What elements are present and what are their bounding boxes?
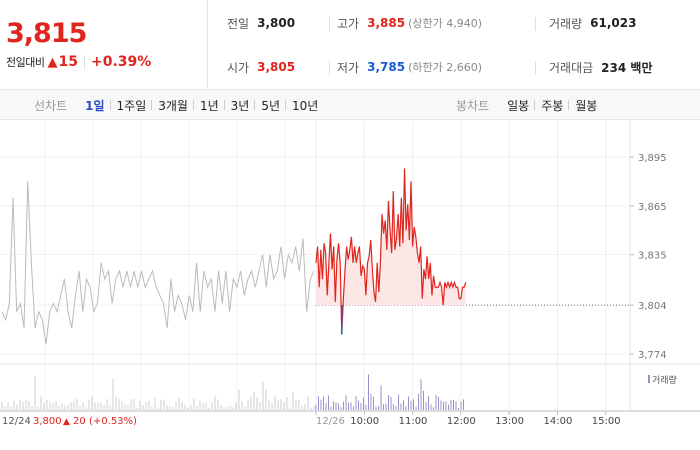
stat-prev-close: 전일 3,800 <box>227 13 295 33</box>
stat-high: 고가 3,885 (상한가 4,940) <box>337 13 482 33</box>
candle-chart-tabs: 봉차트 일봉 주봉 월봉 <box>456 90 603 120</box>
prev-day-price: 3,800 <box>33 416 62 427</box>
x-tick-label: 12:00 <box>447 416 476 427</box>
volume-legend: 거래량 <box>652 374 677 386</box>
candle-chart-title: 봉차트 <box>456 98 490 113</box>
tab-daily[interactable]: 일봉 <box>507 98 530 113</box>
x-tick-label: 13:00 <box>495 416 524 427</box>
x-tick-label: 10:00 <box>350 416 379 427</box>
stat-sub: (하한가 2,660) <box>408 61 482 74</box>
prev-day-percent: (+0.53%) <box>89 416 137 427</box>
stat-label: 거래량 <box>549 16 583 31</box>
y-tick-label: 3,804 <box>638 301 667 312</box>
y-tick-label: 3,835 <box>638 251 667 262</box>
line-layer <box>1 168 467 345</box>
stock-summary: 3,815 전일대비 ▲ 15 +0.39% 전일 3,800 고가 3,885… <box>0 0 700 90</box>
stat-open: 시가 3,805 <box>227 57 295 77</box>
stat-sub: (상한가 4,940) <box>408 17 482 30</box>
change-label: 전일대비 <box>6 56 45 69</box>
stat-label: 시가 <box>227 60 250 75</box>
stat-label: 고가 <box>337 16 360 31</box>
prev-day-label: 12/24 3,800 ▲ 20 (+0.53%) <box>2 416 137 427</box>
prev-day-change: 20 <box>73 416 86 427</box>
stat-value: 3,805 <box>257 60 296 74</box>
stat-volume: 거래량 61,023 <box>549 13 636 33</box>
chart-svg: 3,895 3,865 3,835 3,804 3,774 12/26 10:00 11:0… <box>0 121 700 427</box>
grid <box>0 121 700 412</box>
stat-trade-amount: 거래대금 234 백만 <box>549 57 652 77</box>
current-price: 3,815 <box>6 18 87 49</box>
change-percent: +0.39% <box>90 54 152 70</box>
volume-bars <box>1 374 464 410</box>
line-chart-title: 선차트 <box>34 98 68 113</box>
stat-low: 저가 3,785 (하한가 2,660) <box>337 57 482 77</box>
stat-value: 3,800 <box>257 16 296 30</box>
change-row: 전일대비 ▲ 15 +0.39% <box>6 54 151 70</box>
divider <box>329 17 330 31</box>
area-fill <box>316 168 466 335</box>
y-tick-label: 3,774 <box>638 350 667 361</box>
tab-weekly[interactable]: 주봉 <box>534 97 569 114</box>
line-chart-tabs: 선차트 1일 1주일 3개월 1년 3년 5년 10년 <box>34 90 324 120</box>
price-chart: 3,895 3,865 3,835 3,804 3,774 12/26 10:00 11:0… <box>0 121 700 450</box>
x-tick-label: 15:00 <box>592 416 621 427</box>
stat-label: 거래대금 <box>549 60 594 75</box>
divider <box>83 55 85 69</box>
stat-label: 전일 <box>227 16 250 31</box>
tab-3m[interactable]: 3개월 <box>151 97 194 114</box>
tab-monthly[interactable]: 월봉 <box>568 97 603 114</box>
volume-legend-swatch <box>648 375 650 383</box>
divider <box>535 17 536 31</box>
y-tick-label: 3,865 <box>638 202 667 213</box>
divider <box>329 61 330 75</box>
tab-10y[interactable]: 10년 <box>285 97 324 114</box>
chart-tabs-bar: 선차트 1일 1주일 3개월 1년 3년 5년 10년 봉차트 일봉 주봉 월봉 <box>0 90 700 120</box>
today-line <box>315 168 467 335</box>
stat-value: 3,885 <box>367 16 406 30</box>
change-value: 15 <box>58 54 78 70</box>
today-fill <box>316 168 466 335</box>
stat-value: 3,785 <box>367 60 406 74</box>
tab-1y[interactable]: 1년 <box>192 97 225 114</box>
price-box: 3,815 전일대비 ▲ 15 +0.39% <box>0 0 208 90</box>
divider <box>535 61 536 75</box>
tab-1w[interactable]: 1주일 <box>109 97 153 114</box>
x-tick-label: 14:00 <box>544 416 573 427</box>
prev-day-arrow-icon: ▲ <box>63 417 70 427</box>
tab-5y[interactable]: 5년 <box>254 97 286 114</box>
prev-day-line <box>1 181 315 345</box>
y-axis: 3,895 3,865 3,835 3,804 3,774 <box>630 153 667 361</box>
y-tick-label: 3,895 <box>638 153 667 164</box>
stat-label: 저가 <box>337 60 360 75</box>
x-tick-label: 12/26 <box>316 416 345 427</box>
prev-day-date: 12/24 <box>2 416 31 427</box>
x-tick-label: 11:00 <box>399 416 428 427</box>
up-arrow-icon: ▲ <box>47 54 58 70</box>
tab-1d[interactable]: 1일 <box>85 98 105 113</box>
x-axis: 12/26 10:00 11:00 12:00 13:00 14:00 15:00 <box>315 411 621 427</box>
stat-value: 61,023 <box>590 16 637 30</box>
stats-panel: 전일 3,800 고가 3,885 (상한가 4,940) 거래량 61,023… <box>209 0 700 90</box>
tab-3y[interactable]: 3년 <box>223 97 256 114</box>
stat-value: 234 백만 <box>601 60 653 75</box>
